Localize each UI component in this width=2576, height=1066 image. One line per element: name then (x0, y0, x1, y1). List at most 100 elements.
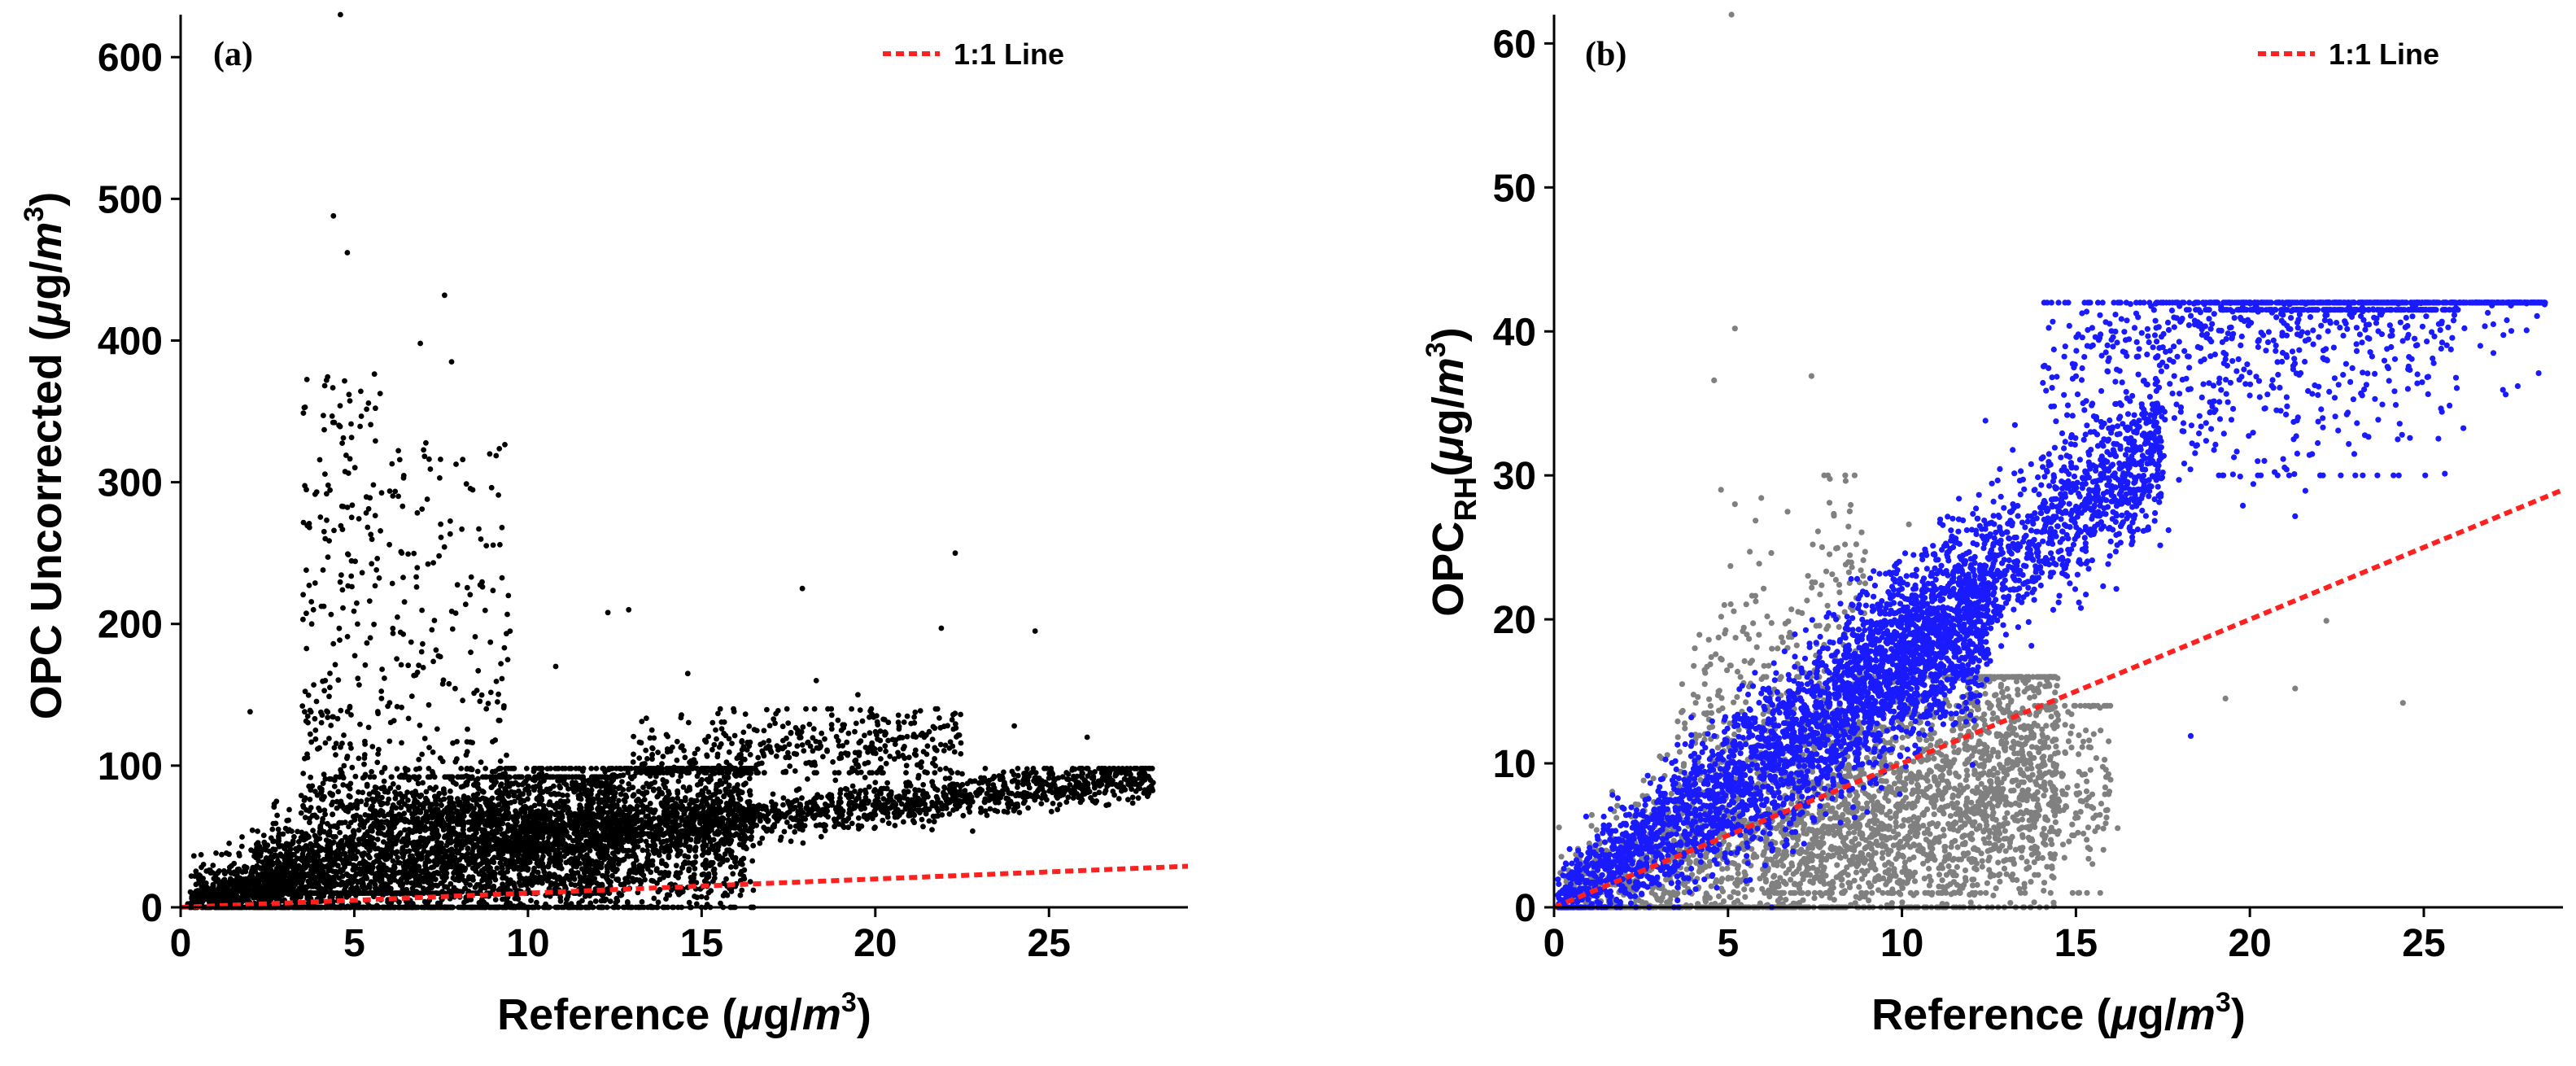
data-point (400, 793, 407, 800)
data-point (381, 832, 387, 838)
data-point (610, 776, 617, 783)
data-point (687, 844, 693, 850)
data-point (573, 788, 579, 793)
data-point (351, 866, 357, 872)
data-point (340, 782, 347, 788)
data-point (465, 834, 472, 841)
data-point (711, 875, 718, 881)
data-point (243, 864, 250, 871)
data-point (333, 868, 339, 875)
data-point (600, 853, 607, 858)
data-point (705, 871, 712, 877)
data-point (647, 833, 653, 840)
data-point (568, 901, 574, 907)
data-point (617, 784, 623, 790)
data-point (737, 859, 744, 866)
data-point (441, 796, 448, 802)
data-point (541, 814, 548, 820)
data-point (744, 845, 749, 852)
data-point (428, 864, 434, 871)
data-point (334, 890, 340, 896)
data-point (249, 827, 255, 833)
data-point (692, 854, 699, 859)
data-point (486, 817, 492, 824)
data-point (500, 896, 505, 902)
data-point (296, 845, 302, 852)
data-point (596, 860, 602, 866)
data-point (556, 864, 561, 871)
data-point (260, 832, 267, 838)
data-point (579, 898, 585, 904)
data-point (309, 855, 315, 861)
data-point (308, 867, 314, 873)
data-point (487, 879, 493, 885)
data-point (592, 865, 599, 872)
data-point (694, 773, 701, 780)
data-point (746, 789, 753, 795)
data-point (272, 852, 278, 858)
data-point (516, 880, 522, 885)
data-point (492, 897, 499, 902)
data-point (707, 794, 714, 801)
data-point (389, 774, 395, 780)
data-point (717, 861, 723, 867)
data-point (674, 870, 679, 876)
data-point (236, 850, 242, 857)
data-point (452, 876, 458, 883)
data-point (588, 782, 595, 789)
data-point (373, 876, 379, 882)
data-point (547, 799, 553, 805)
data-point (524, 774, 530, 780)
data-point (273, 798, 280, 805)
data-point (349, 880, 356, 886)
data-point (374, 837, 381, 842)
data-point (400, 890, 406, 896)
data-point (446, 861, 452, 867)
data-point (369, 890, 375, 896)
data-point (514, 858, 521, 865)
data-point (717, 789, 723, 795)
data-point (510, 881, 517, 887)
data-point (605, 767, 612, 773)
data-point (598, 799, 604, 805)
data-point (652, 780, 658, 785)
data-point (443, 884, 449, 890)
data-point (283, 841, 290, 847)
data-point (439, 874, 446, 880)
data-point (457, 873, 464, 879)
data-point (381, 886, 387, 893)
data-point (720, 893, 727, 898)
data-point (317, 825, 323, 832)
data-point (533, 811, 539, 818)
data-point (257, 853, 264, 859)
data-point (517, 774, 523, 780)
data-point (675, 778, 682, 784)
data-point (366, 846, 372, 853)
data-point (565, 786, 571, 792)
data-point (356, 827, 362, 833)
data-point (376, 828, 382, 834)
data-point (624, 899, 631, 905)
data-point (695, 793, 701, 798)
data-point (343, 854, 349, 861)
data-point (356, 866, 363, 872)
data-point (426, 876, 433, 883)
data-point (710, 766, 717, 771)
data-point (358, 836, 365, 842)
data-point (461, 827, 466, 832)
data-point (718, 900, 723, 907)
data-point (427, 784, 433, 791)
data-point (618, 893, 624, 898)
data-point (448, 795, 454, 802)
data-point (611, 866, 618, 872)
data-point (373, 822, 380, 828)
data-point (662, 869, 668, 876)
data-point (404, 873, 409, 880)
data-point (219, 851, 225, 858)
data-point (207, 867, 213, 873)
data-point (663, 794, 670, 801)
data-point (562, 766, 568, 771)
data-point (439, 817, 445, 823)
data-point (327, 858, 333, 864)
data-point (692, 893, 697, 899)
